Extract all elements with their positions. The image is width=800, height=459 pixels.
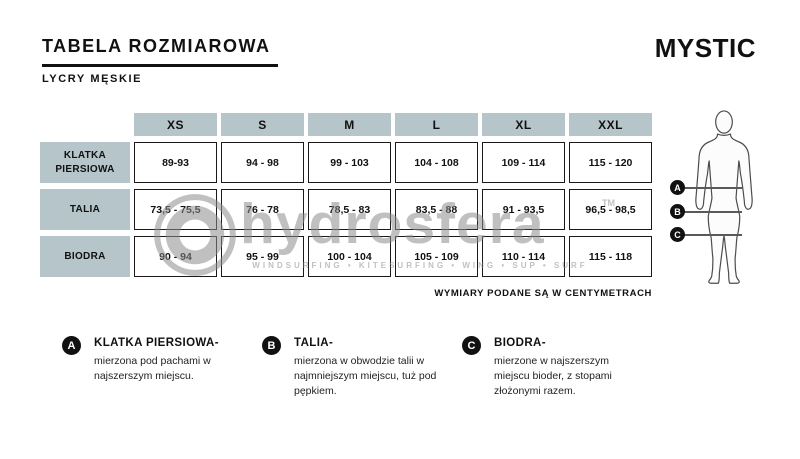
column-header-l: L [395,113,478,136]
legend: A KLATKA PIERSIOWA- mierzona pod pachami… [62,334,652,400]
column-header-xs: XS [134,113,217,136]
row-label-waist: TALIA [40,189,130,230]
legend-description: mierzona pod pachami w najszerszym miejs… [94,355,211,383]
legend-term: KLATKA PIERSIOWA- [94,337,219,349]
page-title: TABELA ROZMIAROWA [42,36,279,67]
brand-logo: MYSTIC [654,33,756,63]
size-cell: 90 - 94 [134,236,217,277]
row-label-chest: KLATKA PIERSIOWA [40,142,130,183]
column-header-xl: XL [482,113,565,136]
row-label-hips: BIODRA [40,236,130,277]
marker-a: A [670,180,685,195]
legend-item-waist: B TALIA- mierzona w obwodzie talii w naj… [262,334,452,400]
column-header-xxl: XXL [569,113,652,136]
size-cell: 99 - 103 [308,142,391,183]
header: TABELA ROZMIAROWA LYCRY MĘSKIE [42,36,279,85]
chest-measure-line [684,187,742,189]
waist-measure-line [684,211,742,213]
legend-description: mierzona w obwodzie talii w najmniejszym… [294,355,437,398]
units-note: WYMIARY PODANE SĄ W CENTYMETRACH [434,288,652,299]
size-cell: 78,5 - 83 [308,189,391,230]
body-silhouette-icon [695,110,753,284]
hips-measure-line [684,234,742,236]
size-cell: 73,5 - 75,5 [134,189,217,230]
size-cell: 91 - 93,5 [482,189,565,230]
column-header-s: S [221,113,304,136]
size-cell: 104 - 108 [395,142,478,183]
size-cell: 105 - 109 [395,236,478,277]
size-table: XS S M L XL XXL KLATKA PIERSIOWA 89-93 9… [40,113,652,277]
marker-b: B [670,204,685,219]
size-cell: 95 - 99 [221,236,304,277]
legend-description: mierzone w najszerszym miejscu bioder, z… [494,355,612,398]
legend-term: TALIA- [294,337,334,349]
measurement-figure: A B C [660,110,772,302]
legend-marker-c: C [462,336,481,355]
size-cell: 110 - 114 [482,236,565,277]
legend-term: BIODRA- [494,337,546,349]
legend-item-hips: C BIODRA- mierzone w najszerszym miejscu… [462,334,652,400]
size-cell: 109 - 114 [482,142,565,183]
size-cell: 89-93 [134,142,217,183]
table-corner [40,113,130,136]
column-header-m: M [308,113,391,136]
legend-marker-b: B [262,336,281,355]
page-subtitle: LYCRY MĘSKIE [42,73,143,85]
size-cell: 76 - 78 [221,189,304,230]
legend-item-chest: A KLATKA PIERSIOWA- mierzona pod pachami… [62,334,252,400]
size-cell: 115 - 118 [569,236,652,277]
marker-c: C [670,227,685,242]
size-cell: 100 - 104 [308,236,391,277]
size-cell: 83,5 - 88 [395,189,478,230]
legend-marker-a: A [62,336,81,355]
size-cell: 115 - 120 [569,142,652,183]
size-cell: 96,5 - 98,5 [569,189,652,230]
size-cell: 94 - 98 [221,142,304,183]
